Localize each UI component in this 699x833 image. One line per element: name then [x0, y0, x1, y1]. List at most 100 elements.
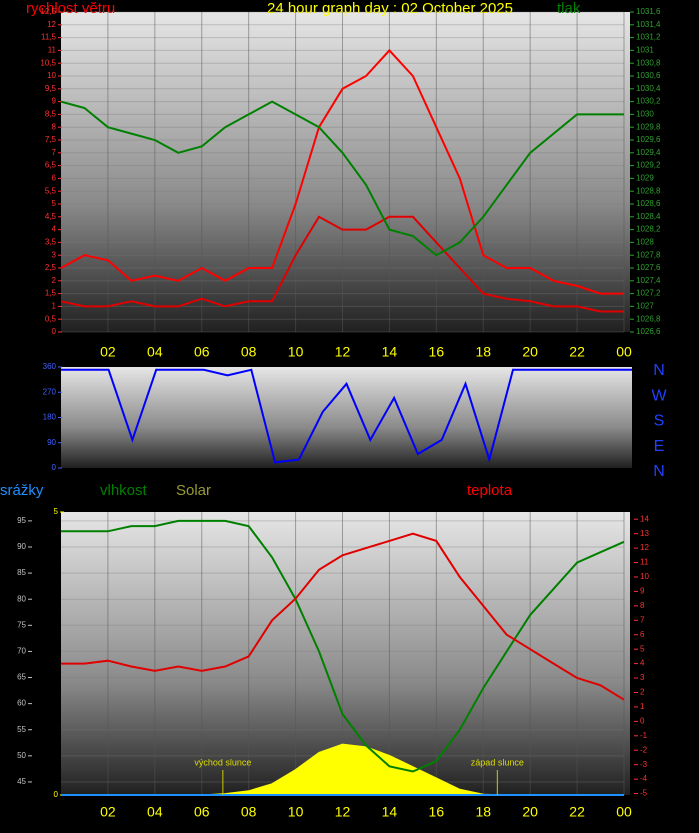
wind-label: rychlost větru	[26, 0, 115, 17]
y-tick-label: 90	[17, 542, 26, 551]
temperature-label: teplota	[467, 482, 513, 499]
y2-tick-label: 5	[640, 644, 645, 653]
y2-tick-label: 1031	[636, 46, 654, 55]
y2-tick-label: 1029,6	[636, 135, 661, 144]
y-tick-label: 180	[43, 413, 57, 422]
y3-tick-label: 0	[54, 790, 59, 799]
y2-tick-label: 8	[640, 601, 645, 610]
panel-direction	[61, 367, 632, 468]
compass-label: N	[653, 362, 665, 379]
y-tick-label: 2	[52, 276, 57, 285]
x-tick-label: 10	[288, 344, 304, 360]
y-tick-label: 1,5	[45, 289, 57, 298]
y-tick-label: 0	[52, 327, 57, 336]
panel-wind	[61, 12, 630, 332]
y-tick-label: 75	[17, 620, 26, 629]
y-tick-label: 11	[48, 46, 57, 55]
y-tick-label: 3,5	[45, 238, 57, 247]
line	[60, 100, 624, 257]
pressure-label: tlak	[557, 0, 581, 17]
annotation: západ slunce	[471, 757, 524, 767]
y2-tick-label: 1030,6	[636, 71, 661, 80]
x-tick-label: 00	[616, 344, 632, 360]
y-tick-label: 80	[17, 594, 26, 603]
y-tick-label: 60	[17, 699, 26, 708]
y3-tick-label: 5	[54, 507, 59, 516]
x-tick-label: 18	[475, 344, 491, 360]
x-tick-label: 06	[194, 804, 210, 820]
x-tick-label: 00	[616, 804, 632, 820]
y-tick-label: 55	[17, 725, 26, 734]
y2-tick-label: 1	[640, 702, 645, 711]
y2-tick-label: 6	[640, 630, 645, 639]
y-tick-label: 9	[52, 97, 57, 106]
y2-tick-label: 1027,6	[636, 263, 661, 272]
x-tick-label: 02	[100, 344, 116, 360]
y-tick-label: 0,5	[45, 314, 57, 323]
y-tick-label: 10,5	[40, 58, 56, 67]
y-tick-label: 5,5	[45, 186, 57, 195]
y-tick-label: 11,5	[41, 33, 57, 42]
y2-tick-label: 1027,8	[636, 250, 661, 259]
y2-tick-label: 7	[640, 615, 645, 624]
y-tick-label: 7,5	[45, 135, 57, 144]
x-tick-label: 02	[100, 804, 116, 820]
y2-tick-label: -5	[640, 789, 648, 798]
y2-tick-label: 1028,8	[636, 186, 661, 195]
compass-label: N	[653, 463, 665, 480]
plot-layer: 00,511,522,533,544,555,566,577,588,599,5…	[17, 7, 667, 820]
y-tick-label: 9,5	[45, 84, 57, 93]
y-tick-label: 90	[47, 438, 56, 447]
y-tick-label: 8,5	[45, 110, 57, 119]
x-tick-label: 10	[288, 804, 304, 820]
x-tick-label: 14	[382, 344, 398, 360]
y-tick-label: 0	[52, 463, 57, 472]
x-tick-label: 14	[382, 804, 398, 820]
y2-tick-label: 14	[640, 514, 649, 523]
y2-tick-label: 11	[640, 558, 649, 567]
annotation: východ slunce	[194, 757, 251, 767]
y2-tick-label: -3	[640, 760, 648, 769]
y-tick-label: 1	[52, 302, 57, 311]
y-tick-label: 3	[52, 250, 57, 259]
y2-tick-label: 12	[640, 543, 649, 552]
y-tick-label: 4,5	[45, 212, 57, 221]
y2-tick-label: 1031,6	[636, 7, 661, 16]
y2-tick-label: 1029	[636, 174, 654, 183]
humidity-label: vlhkost	[100, 482, 148, 499]
y2-tick-label: 1027,2	[636, 289, 661, 298]
x-tick-label: 18	[475, 804, 491, 820]
x-tick-label: 16	[429, 804, 445, 820]
x-tick-label: 04	[147, 804, 163, 820]
y2-tick-label: 1031,2	[636, 33, 661, 42]
y2-tick-label: 4	[640, 659, 645, 668]
y2-tick-label: 3	[640, 673, 645, 682]
y2-tick-label: 0	[640, 716, 645, 725]
y2-tick-label: 1031,4	[636, 20, 661, 29]
y-tick-label: 12,5	[40, 7, 56, 16]
x-tick-label: 20	[522, 344, 538, 360]
y-tick-label: 2,5	[45, 263, 57, 272]
y2-tick-label: 13	[640, 529, 649, 538]
y2-tick-label: 1029,4	[636, 148, 661, 157]
x-tick-label: 16	[429, 344, 445, 360]
y-tick-label: 95	[17, 516, 26, 525]
y-tick-label: 360	[43, 362, 57, 371]
y-tick-label: 4	[52, 225, 57, 234]
y2-tick-label: 1026,6	[636, 327, 661, 336]
y2-tick-label: 10	[640, 572, 649, 581]
x-tick-label: 08	[241, 804, 257, 820]
y2-tick-label: 1026,8	[636, 314, 661, 323]
x-tick-label: 22	[569, 344, 585, 360]
x-tick-label: 06	[194, 344, 210, 360]
y-tick-label: 65	[17, 673, 26, 682]
line	[60, 48, 624, 295]
y2-tick-label: 1030,4	[636, 84, 661, 93]
line	[61, 368, 632, 464]
line	[61, 519, 625, 773]
y2-tick-label: 1030	[636, 110, 654, 119]
y2-tick-label: 1030,2	[636, 97, 661, 106]
y2-tick-label: -2	[640, 745, 648, 754]
x-tick-label: 12	[335, 344, 351, 360]
